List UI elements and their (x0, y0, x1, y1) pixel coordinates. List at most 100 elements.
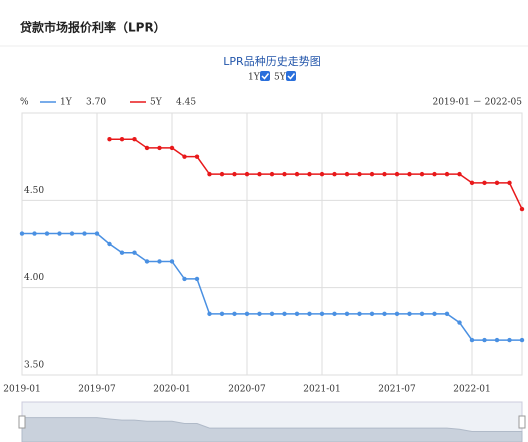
data-point (407, 171, 412, 177)
data-point (357, 171, 362, 177)
data-point (394, 171, 400, 177)
data-point (169, 259, 175, 264)
data-point (194, 154, 200, 159)
data-point (432, 171, 437, 177)
data-point (307, 311, 312, 317)
data-point (494, 337, 500, 343)
data-point (282, 311, 287, 317)
data-point (269, 171, 275, 177)
data-point (144, 259, 150, 264)
data-point (44, 231, 50, 236)
data-point (507, 180, 512, 186)
data-point (357, 311, 362, 317)
data-point (244, 171, 250, 177)
data-point (419, 311, 425, 317)
y-tick-label: 4.00 (24, 273, 44, 283)
data-point (257, 311, 262, 317)
data-point (82, 231, 87, 236)
chart-title: LPR品种历史走势图 (223, 54, 320, 68)
data-point (269, 311, 275, 317)
data-point (482, 180, 487, 186)
toggle-label: 1Y (248, 73, 261, 83)
legend-label: 5Y (150, 98, 163, 108)
slider-handle[interactable] (518, 415, 526, 429)
data-point (219, 311, 225, 317)
data-point (94, 231, 100, 236)
data-point (182, 276, 187, 282)
x-tick-label: 2021-07 (378, 385, 416, 395)
data-point (157, 259, 162, 264)
x-tick-label: 2020-01 (153, 385, 190, 395)
legend-value: 4.45 (176, 98, 196, 108)
data-point (294, 311, 300, 317)
series-line (109, 138, 523, 210)
legend-value: 3.70 (86, 98, 106, 108)
data-point (369, 171, 375, 177)
checkbox[interactable] (260, 71, 270, 81)
legend-label: 1Y (60, 98, 73, 108)
data-point (194, 276, 200, 282)
data-point (119, 250, 125, 255)
data-point (519, 337, 525, 343)
data-point (232, 311, 237, 317)
data-point (394, 311, 400, 317)
data-point (519, 206, 525, 212)
data-point (219, 171, 225, 177)
checkbox[interactable] (286, 71, 296, 81)
data-point (244, 311, 250, 317)
x-tick-label: 2020-07 (228, 385, 266, 395)
x-tick-label: 2019-07 (78, 385, 116, 395)
data-point (344, 311, 350, 317)
data-point (57, 231, 62, 236)
page-title: 贷款市场报价利率（LPR） (20, 20, 166, 35)
data-point (69, 231, 75, 236)
data-point (169, 145, 175, 151)
x-tick-label: 2021-01 (303, 385, 340, 395)
data-point (282, 171, 287, 177)
y-tick-label: 3.50 (24, 361, 44, 371)
data-point (419, 171, 425, 177)
data-point (382, 171, 387, 177)
data-point (494, 180, 500, 186)
data-point (432, 311, 437, 317)
data-point (319, 171, 325, 177)
data-point (319, 311, 325, 317)
x-tick-label: 2022-01 (453, 385, 490, 395)
data-point (119, 137, 125, 142)
data-point (132, 250, 137, 255)
y-tick-label: 4.50 (24, 186, 44, 196)
slider-area (21, 417, 523, 442)
data-point (19, 231, 25, 236)
data-point (469, 180, 475, 186)
data-point (132, 137, 137, 142)
data-point (407, 311, 412, 317)
checkmark (287, 73, 296, 80)
data-point (469, 337, 475, 343)
date-range: 2019-01 － 2022-05 (432, 98, 522, 108)
data-point (482, 337, 487, 343)
data-point (257, 171, 262, 177)
data-point (457, 320, 462, 325)
data-point (369, 311, 375, 317)
data-point (232, 171, 237, 177)
data-point (382, 311, 387, 317)
data-point (307, 171, 312, 177)
data-point (182, 154, 187, 159)
slider-handle[interactable] (18, 415, 26, 429)
data-point (32, 231, 37, 236)
x-tick-label: 2019-01 (3, 385, 40, 395)
data-point (507, 337, 512, 343)
data-point (332, 311, 337, 317)
data-point (107, 137, 112, 142)
data-point (107, 241, 112, 247)
data-point (144, 145, 150, 151)
data-point (332, 171, 337, 177)
data-point (157, 145, 162, 151)
checkmark (261, 73, 270, 80)
toggle-label: 5Y (274, 73, 287, 83)
data-point (294, 171, 300, 177)
data-point (207, 171, 212, 177)
data-point (457, 171, 462, 177)
y-unit: % (20, 98, 29, 108)
